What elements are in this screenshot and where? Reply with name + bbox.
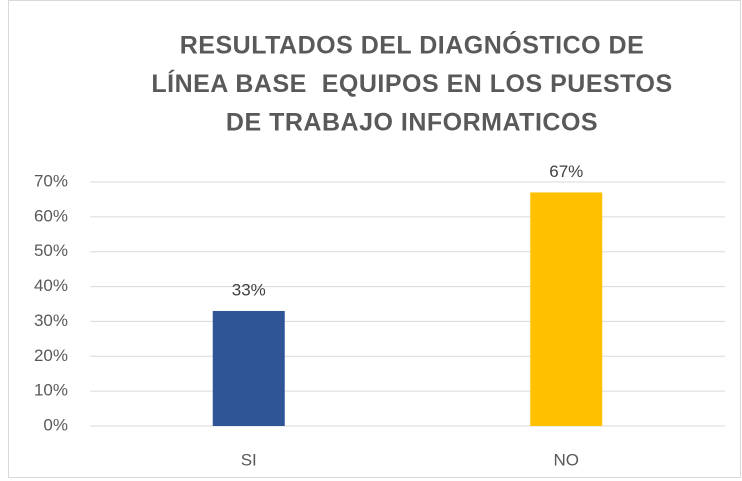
data-label: 67% [549, 162, 583, 181]
y-tick-label: 10% [34, 381, 68, 400]
y-tick-label: 30% [34, 311, 68, 330]
chart-title: DE TRABAJO INFORMATICOS [226, 109, 598, 137]
chart-title: LÍNEA BASE EQUIPOS EN LOS PUESTOS [151, 69, 672, 98]
y-tick-label: 50% [34, 241, 68, 260]
y-tick-label: 70% [34, 171, 68, 190]
bar [212, 310, 285, 426]
bar [530, 192, 603, 426]
chart-border [8, 0, 741, 478]
x-tick-label: NO [554, 450, 580, 469]
chart-title: RESULTADOS DEL DIAGNÓSTICO DE [180, 30, 645, 60]
y-tick-label: 60% [34, 206, 68, 225]
x-tick-label: SI [241, 450, 257, 469]
y-tick-label: 0% [43, 415, 68, 434]
data-label: 33% [232, 280, 266, 299]
y-tick-label: 40% [34, 276, 68, 295]
y-tick-label: 20% [34, 346, 68, 365]
